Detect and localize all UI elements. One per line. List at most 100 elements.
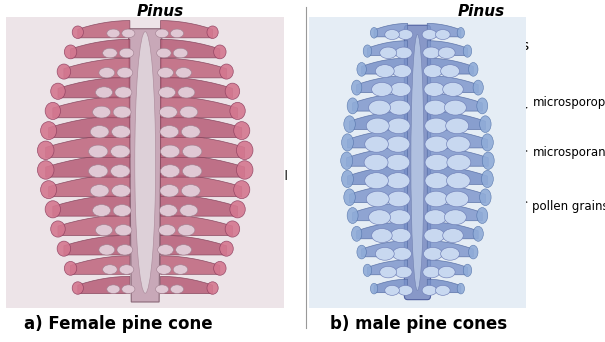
Ellipse shape: [88, 165, 108, 177]
Ellipse shape: [57, 241, 71, 256]
Ellipse shape: [482, 152, 494, 169]
Ellipse shape: [160, 145, 180, 158]
Ellipse shape: [371, 228, 392, 242]
Text: a) Female pine cone: a) Female pine cone: [24, 315, 213, 333]
Ellipse shape: [171, 29, 183, 38]
Polygon shape: [367, 41, 408, 55]
Ellipse shape: [375, 65, 394, 78]
Ellipse shape: [41, 181, 57, 199]
Ellipse shape: [38, 141, 54, 159]
Ellipse shape: [480, 189, 491, 206]
Ellipse shape: [443, 82, 463, 96]
Polygon shape: [78, 276, 130, 294]
Ellipse shape: [436, 29, 450, 40]
Polygon shape: [160, 96, 238, 118]
Text: microsporangium: microsporangium: [425, 146, 605, 159]
Polygon shape: [427, 279, 461, 293]
Ellipse shape: [182, 185, 200, 197]
Text: Pinus: Pinus: [137, 4, 184, 19]
Ellipse shape: [457, 27, 465, 38]
Polygon shape: [160, 134, 244, 157]
Ellipse shape: [347, 98, 358, 114]
Ellipse shape: [158, 68, 174, 78]
Ellipse shape: [357, 63, 367, 76]
Polygon shape: [347, 129, 408, 148]
Ellipse shape: [363, 264, 371, 276]
Polygon shape: [427, 76, 478, 93]
Ellipse shape: [93, 106, 111, 118]
Ellipse shape: [225, 83, 240, 99]
Text: microstrobilus: microstrobilus: [432, 39, 530, 53]
Ellipse shape: [425, 173, 449, 189]
Ellipse shape: [122, 285, 135, 293]
Polygon shape: [353, 203, 408, 221]
Ellipse shape: [370, 27, 378, 38]
Ellipse shape: [446, 118, 469, 134]
Polygon shape: [353, 93, 408, 111]
Ellipse shape: [159, 225, 175, 236]
Polygon shape: [427, 58, 473, 74]
Ellipse shape: [183, 145, 202, 158]
Polygon shape: [347, 166, 408, 184]
Ellipse shape: [440, 65, 460, 78]
Ellipse shape: [99, 68, 115, 78]
Ellipse shape: [368, 210, 390, 225]
Polygon shape: [160, 39, 220, 58]
Ellipse shape: [393, 247, 411, 260]
Polygon shape: [427, 222, 478, 239]
Ellipse shape: [364, 154, 388, 171]
Ellipse shape: [155, 285, 169, 293]
Ellipse shape: [425, 136, 449, 152]
Ellipse shape: [390, 228, 411, 242]
Ellipse shape: [447, 154, 471, 171]
Ellipse shape: [390, 82, 411, 96]
Ellipse shape: [119, 265, 134, 274]
Ellipse shape: [160, 126, 178, 138]
Ellipse shape: [214, 261, 226, 275]
Ellipse shape: [107, 285, 120, 293]
Polygon shape: [64, 58, 130, 78]
Ellipse shape: [155, 29, 169, 38]
Ellipse shape: [424, 247, 442, 260]
Ellipse shape: [386, 173, 410, 189]
Ellipse shape: [135, 32, 155, 293]
Ellipse shape: [423, 266, 440, 278]
Ellipse shape: [388, 210, 410, 225]
Ellipse shape: [365, 136, 388, 152]
FancyBboxPatch shape: [6, 17, 284, 308]
Ellipse shape: [230, 102, 245, 119]
Ellipse shape: [425, 210, 446, 225]
Ellipse shape: [425, 118, 448, 134]
Ellipse shape: [45, 102, 61, 119]
Ellipse shape: [112, 126, 131, 138]
Ellipse shape: [357, 245, 367, 259]
Ellipse shape: [51, 83, 65, 99]
Ellipse shape: [173, 48, 188, 58]
Ellipse shape: [388, 100, 410, 115]
Ellipse shape: [72, 26, 83, 38]
Ellipse shape: [64, 45, 77, 59]
Polygon shape: [128, 29, 162, 302]
Ellipse shape: [160, 165, 180, 177]
Polygon shape: [160, 58, 226, 78]
Polygon shape: [357, 222, 408, 239]
Ellipse shape: [178, 87, 195, 98]
Polygon shape: [71, 256, 130, 274]
Polygon shape: [427, 241, 473, 257]
Ellipse shape: [115, 225, 132, 236]
Ellipse shape: [237, 141, 253, 159]
Ellipse shape: [159, 87, 175, 98]
Ellipse shape: [117, 68, 132, 78]
Ellipse shape: [96, 87, 113, 98]
Polygon shape: [53, 194, 130, 216]
Ellipse shape: [115, 87, 132, 98]
Ellipse shape: [220, 64, 234, 79]
Ellipse shape: [117, 245, 132, 255]
Ellipse shape: [477, 98, 488, 114]
Ellipse shape: [112, 185, 131, 197]
Ellipse shape: [342, 170, 353, 188]
Ellipse shape: [178, 225, 195, 236]
Ellipse shape: [159, 205, 177, 216]
Ellipse shape: [157, 265, 171, 274]
Polygon shape: [46, 154, 130, 177]
